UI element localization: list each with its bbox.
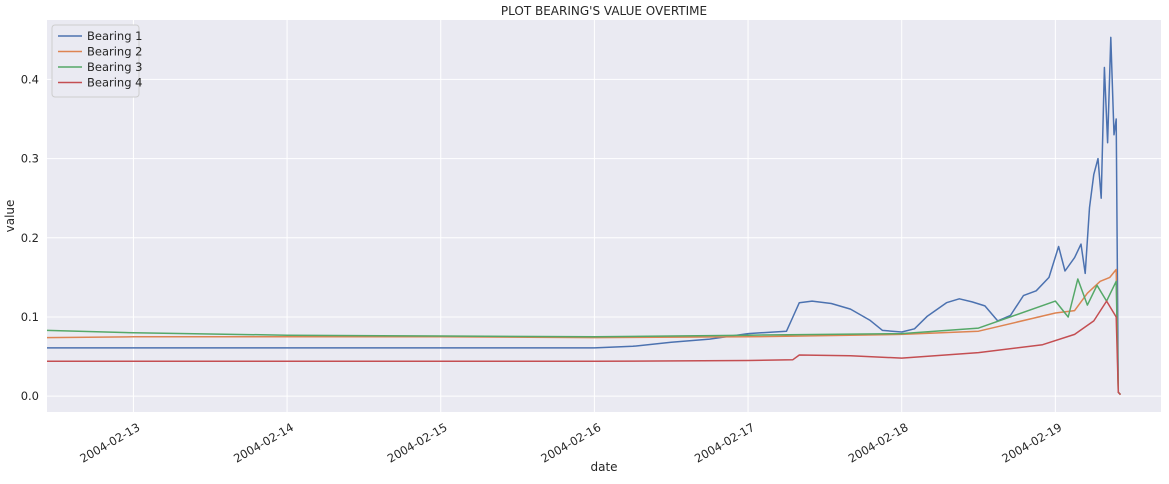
x-tick-label: 2004-02-14 xyxy=(231,420,296,466)
series-lines xyxy=(46,36,1122,396)
y-tick-label: 0.4 xyxy=(21,72,39,86)
y-tick-label: 0.2 xyxy=(21,231,39,245)
legend-box xyxy=(51,24,140,98)
x-axis-label: date xyxy=(590,460,617,474)
series-line-bearing-3 xyxy=(46,278,1122,396)
plot-area xyxy=(47,20,1161,412)
x-tick-label: 2004-02-13 xyxy=(77,420,142,466)
y-axis-label: value xyxy=(3,200,17,233)
y-tick-label: 0.3 xyxy=(21,152,39,166)
legend-label: Bearing 4 xyxy=(87,76,143,90)
y-tick-label: 0.0 xyxy=(21,389,39,403)
chart-title: PLOT BEARING'S VALUE OVERTIME xyxy=(501,4,707,18)
y-tick-label: 0.1 xyxy=(21,310,39,324)
x-tick-label: 2004-02-18 xyxy=(846,420,911,466)
x-tick-label: 2004-02-17 xyxy=(692,420,757,466)
x-tick-label: 2004-02-15 xyxy=(385,420,450,466)
series-line-bearing-4 xyxy=(47,300,1122,396)
x-tick-label: 2004-02-19 xyxy=(999,420,1064,466)
x-tick-label: 2004-02-16 xyxy=(538,420,603,466)
legend-label: Bearing 3 xyxy=(87,60,143,74)
legend-label: Bearing 1 xyxy=(87,29,143,43)
series-line-bearing-2 xyxy=(46,268,1122,396)
legend-label: Bearing 2 xyxy=(87,45,143,59)
